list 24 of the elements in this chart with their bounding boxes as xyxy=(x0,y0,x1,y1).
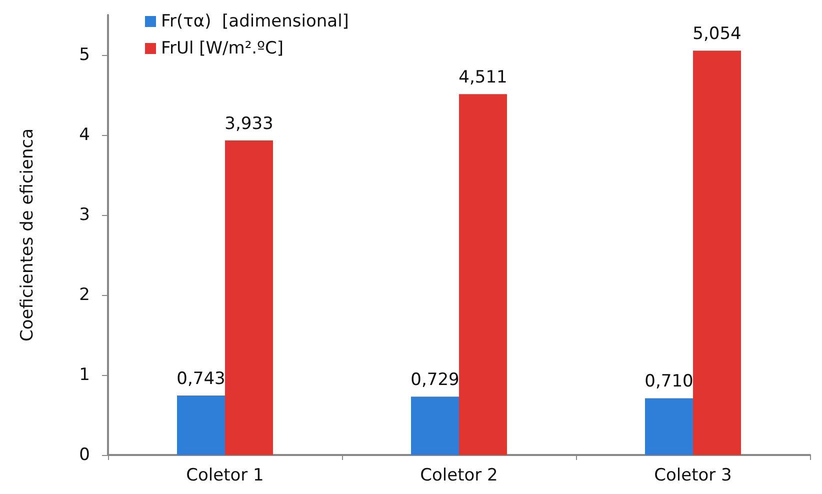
data-label: 0,729 xyxy=(410,370,460,390)
y-tick-label: 0 xyxy=(79,445,90,465)
x-tick-label: Coletor 2 xyxy=(420,466,498,486)
bar xyxy=(225,140,273,455)
bar xyxy=(459,94,507,455)
legend-label: FrUl [W/m².ºC] xyxy=(161,38,284,58)
legend-label: Fr(τα) [adimensional] xyxy=(161,12,349,32)
data-label: 0,743 xyxy=(176,369,226,390)
y-tick-label: 1 xyxy=(79,365,90,385)
y-axis-title: Coeficientes de eficienca xyxy=(18,128,38,342)
y-tick-label: 5 xyxy=(79,45,90,65)
y-tick-label: 3 xyxy=(79,205,90,225)
y-tick-label: 4 xyxy=(79,125,90,145)
bar xyxy=(693,50,741,455)
y-tick-label: 2 xyxy=(79,285,90,305)
bar xyxy=(177,396,225,455)
data-label: 0,710 xyxy=(644,372,694,392)
data-label: 4,511 xyxy=(458,68,508,88)
bar xyxy=(411,396,459,455)
data-label: 3,933 xyxy=(224,114,274,134)
x-tick-label: Coletor 1 xyxy=(186,466,264,486)
data-label: 5,054 xyxy=(692,24,742,44)
bar xyxy=(645,398,693,455)
x-tick-label: Coletor 3 xyxy=(654,466,732,486)
